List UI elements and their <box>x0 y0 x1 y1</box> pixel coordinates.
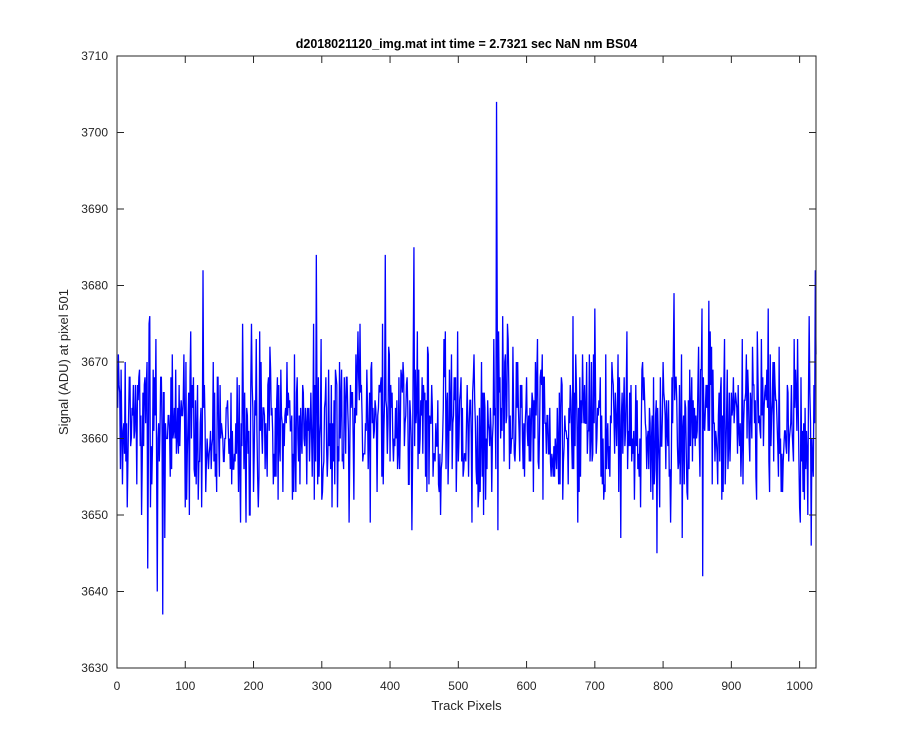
x-tick-label: 600 <box>517 679 537 693</box>
x-tick-label: 100 <box>175 679 195 693</box>
y-tick-label: 3660 <box>81 432 108 446</box>
x-tick-label: 500 <box>448 679 468 693</box>
y-tick-label: 3640 <box>81 585 108 599</box>
x-tick-label: 900 <box>721 679 741 693</box>
y-tick-label: 3700 <box>81 126 108 140</box>
chart-title: d2018021120_img.mat int time = 2.7321 se… <box>296 37 638 51</box>
x-tick-label: 400 <box>380 679 400 693</box>
x-tick-label: 200 <box>244 679 264 693</box>
y-tick-label: 3670 <box>81 355 108 369</box>
series-layer <box>117 101 817 615</box>
series-line <box>117 101 817 615</box>
y-tick-label: 3710 <box>81 49 108 63</box>
y-axis-ticks: 3630 3640 3650 3660 3670 3680 3690 3700 3710 <box>81 49 816 675</box>
x-tick-label: 0 <box>114 679 121 693</box>
x-tick-label: 300 <box>312 679 332 693</box>
x-tick-label: 700 <box>585 679 605 693</box>
y-tick-label: 3680 <box>81 279 108 293</box>
plot-area <box>117 56 816 668</box>
y-axis-label: Signal (ADU) at pixel 501 <box>56 289 71 435</box>
y-tick-label: 3650 <box>81 508 108 522</box>
y-tick-label: 3690 <box>81 202 108 216</box>
x-tick-label: 1000 <box>786 679 813 693</box>
x-tick-label: 800 <box>653 679 673 693</box>
y-tick-label: 3630 <box>81 661 108 675</box>
x-axis-ticks: 0 100 200 300 400 500 600 700 800 900 1000 <box>114 56 813 693</box>
x-axis-label: Track Pixels <box>431 698 502 713</box>
